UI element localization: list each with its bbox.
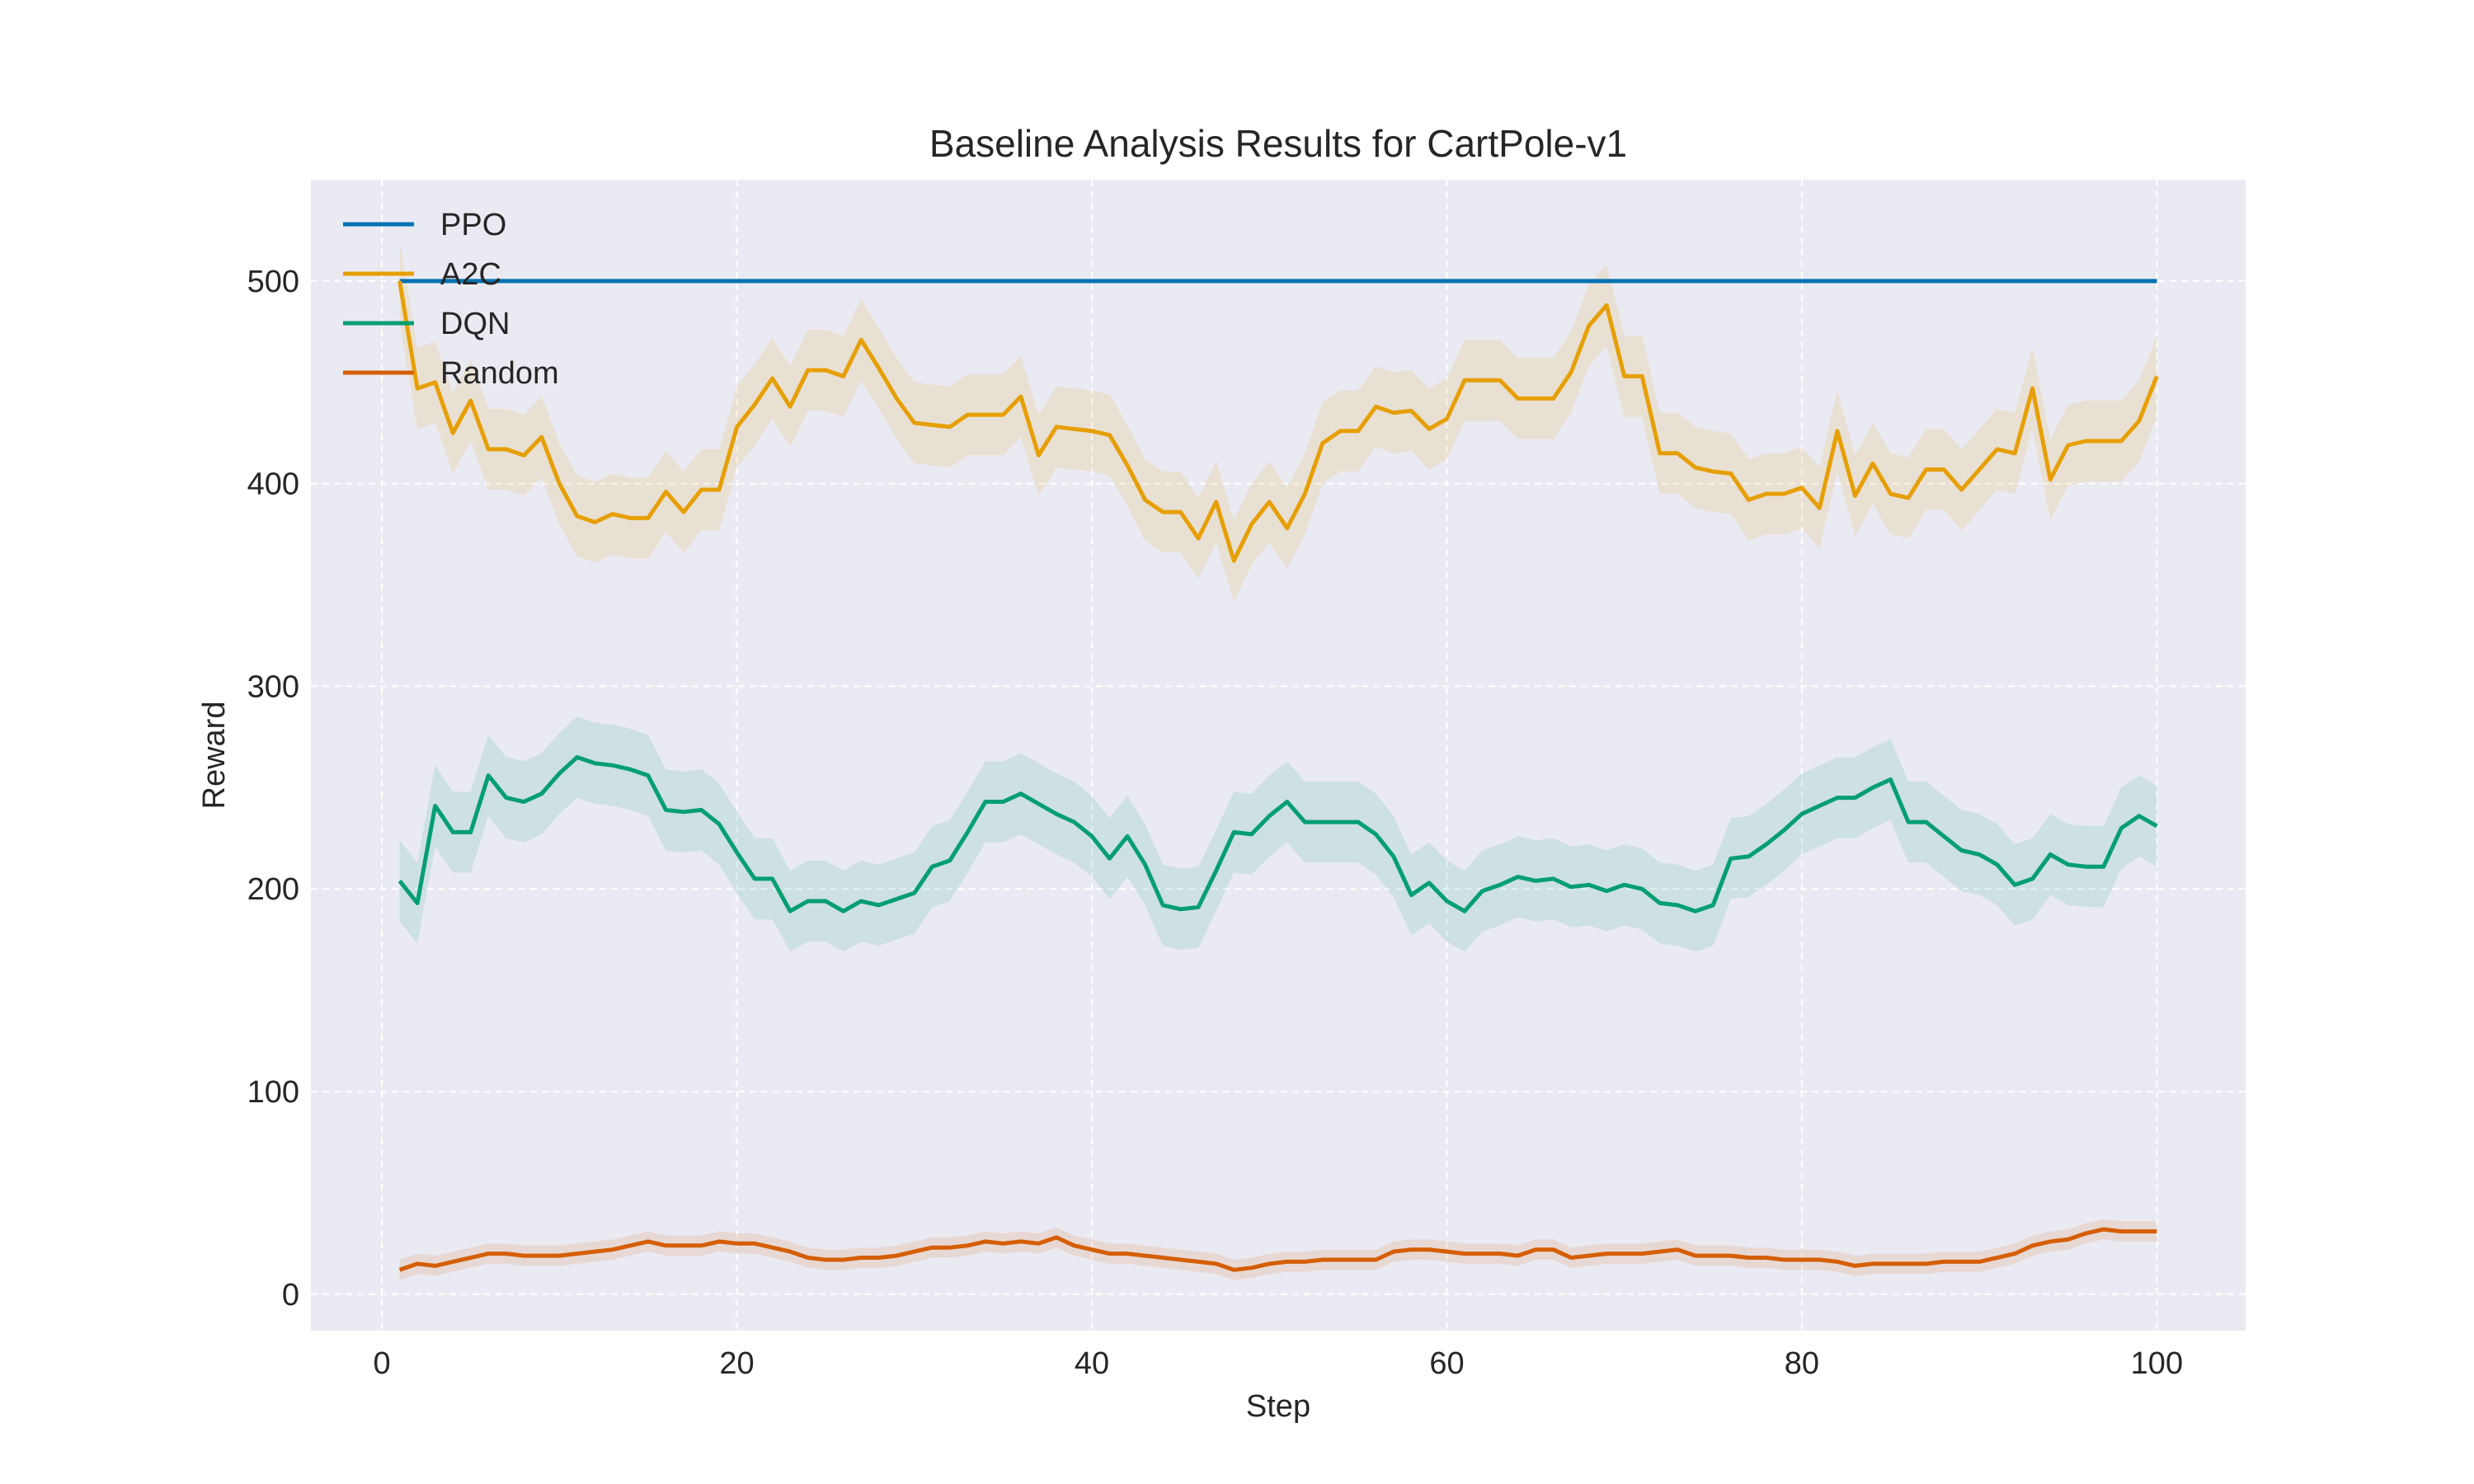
x-tick-label: 60 [1429, 1346, 1464, 1381]
y-axis-label: Reward [197, 702, 232, 810]
band-random [399, 1219, 2157, 1280]
y-tick-label: 0 [282, 1278, 299, 1313]
series-line-a2c [397, 280, 2159, 563]
x-tick-label: 0 [374, 1346, 391, 1381]
tick-labels: 0 20 40 60 80 100 0 100 200 300 400 500 [247, 265, 2183, 1381]
series-lines [397, 279, 2159, 1272]
legend-label-ppo: PPO [440, 208, 506, 242]
x-tick-label: 100 [2131, 1346, 2183, 1381]
legend-label-dqn: DQN [440, 307, 510, 341]
series-line-dqn [397, 755, 2158, 913]
x-axis-label: Step [1246, 1389, 1310, 1424]
chart-title: Baseline Analysis Results for CartPole-v… [929, 122, 1627, 165]
y-tick-label: 300 [247, 669, 299, 704]
band-a2c [399, 240, 2157, 602]
x-tick-label: 20 [719, 1346, 754, 1381]
y-tick-label: 500 [247, 265, 299, 299]
y-tick-label: 100 [247, 1075, 299, 1110]
series-line-random [398, 1227, 2157, 1272]
legend-label-a2c: A2C [440, 257, 501, 292]
y-tick-label: 200 [247, 872, 299, 907]
plot-area [311, 180, 2246, 1331]
y-tick-label: 400 [247, 467, 299, 502]
x-tick-label: 40 [1075, 1346, 1109, 1381]
legend-label-random: Random [440, 356, 559, 391]
x-tick-label: 80 [1785, 1346, 1819, 1381]
legend: PPO A2C DQN Random [343, 208, 559, 391]
grid [311, 180, 2246, 1331]
